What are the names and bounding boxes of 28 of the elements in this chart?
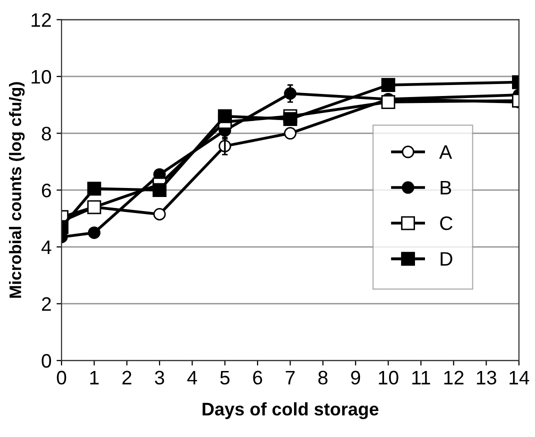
x-tick-label: 7 <box>286 370 295 384</box>
x-tick-label: 10 <box>378 370 398 385</box>
y-tick-label: 6 <box>42 184 51 198</box>
y-tick-label: 10 <box>32 70 52 84</box>
y-tick-label: 12 <box>32 13 51 27</box>
x-tick-label: 11 <box>412 370 430 384</box>
x-tick-label: 13 <box>476 370 496 385</box>
x-tick-label: 0 <box>56 370 66 385</box>
x-tick-label: 3 <box>154 370 164 385</box>
y-tick-label: 8 <box>42 126 51 141</box>
x-tick-label: 4 <box>187 370 198 384</box>
x-tick-label: 9 <box>351 370 360 385</box>
x-axis-title: Days of cold storage <box>202 402 378 420</box>
x-tick-label: 5 <box>220 370 230 385</box>
legend-label: A <box>439 145 452 159</box>
y-tick-label: 4 <box>41 240 52 254</box>
x-tick-label: 6 <box>253 370 262 385</box>
x-tick-label: 2 <box>122 370 132 384</box>
legend-label: D <box>440 252 452 266</box>
x-tick-label: 8 <box>318 370 328 385</box>
y-tick-label: 0 <box>42 354 52 368</box>
legend-label: C <box>440 216 452 230</box>
x-tick-label: 1 <box>90 370 99 384</box>
x-tick-label: 14 <box>510 370 530 384</box>
legend-label: B <box>440 180 452 194</box>
y-axis-title: Microbial counts (log cfu/g) <box>9 82 25 298</box>
y-tick-label: 2 <box>42 297 51 311</box>
x-tick-label: 12 <box>444 370 464 384</box>
